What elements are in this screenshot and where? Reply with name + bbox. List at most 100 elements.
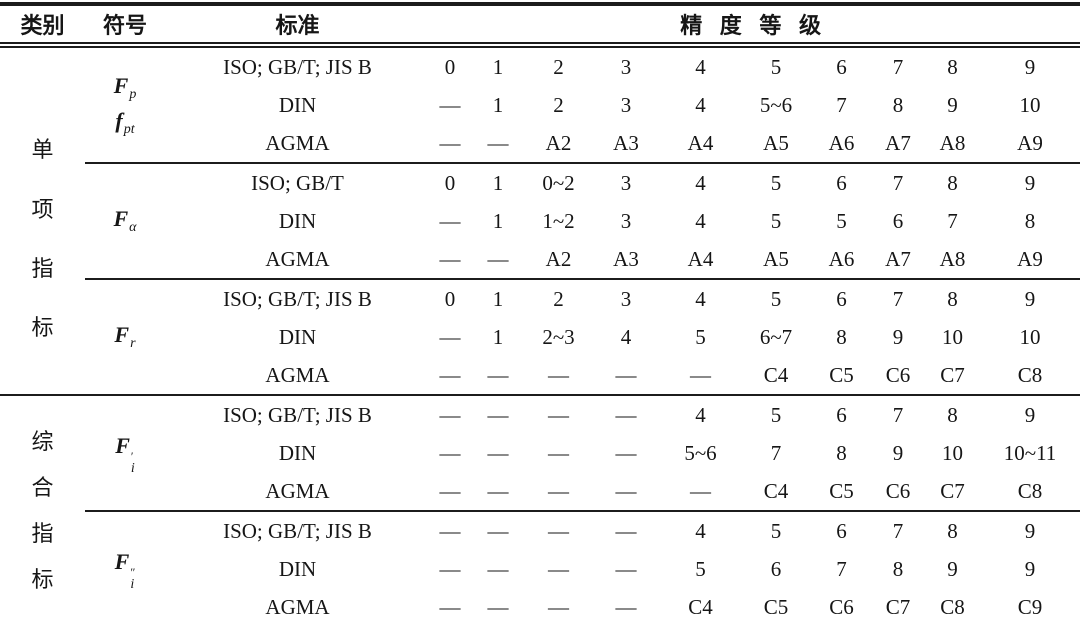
symbol: Fp: [85, 70, 165, 105]
grade-cell: —: [439, 556, 461, 581]
grade-cell: 9: [980, 510, 1080, 550]
symbol-cell: Fp fpt: [85, 45, 165, 163]
header-grade: 精度等级: [430, 4, 1080, 48]
grade-cell: 7: [892, 54, 904, 79]
grade-cell: C5: [829, 362, 854, 387]
grade-cell: —: [439, 478, 461, 503]
grade-cell: C9: [1017, 594, 1043, 619]
grade-cell: —: [430, 394, 470, 434]
standard-cell: AGMA: [265, 594, 330, 619]
grade-cell: 7: [836, 556, 847, 581]
grade-cell: 9: [980, 394, 1080, 434]
header-row: 类别 符号 标准 精度等级: [0, 4, 1080, 48]
symbol-supsub: ′ i: [131, 450, 135, 476]
table-row: DIN — 1 2~3 4 5 6~7 8 9 10 10: [0, 318, 1080, 356]
grade-cell: 5: [695, 556, 706, 581]
grade-cell: 1: [492, 92, 504, 117]
grade-cell: 7: [871, 278, 925, 318]
grade-cell: A4: [687, 246, 714, 271]
symbol-cell: Fr: [85, 278, 165, 395]
standard-cell: AGMA: [265, 362, 330, 387]
category-label: 综 合 指 标: [31, 428, 54, 593]
table-row: DIN — — — — 5 6 7 8 9 9: [0, 550, 1080, 588]
symbol-sub: r: [130, 336, 136, 352]
table-row: DIN — 1 1~2 3 4 5 5 6 7 8: [0, 202, 1080, 240]
grade-cell: 0: [430, 162, 470, 202]
grade-cell: C4: [763, 478, 789, 503]
grade-cell: 5~6: [684, 440, 717, 465]
grade-cell: 7: [871, 162, 925, 202]
grade-cell: —: [470, 510, 526, 550]
grade-cell: 9: [892, 440, 904, 465]
grade-cell: —: [526, 510, 591, 550]
grade-cell: —: [548, 556, 569, 581]
grade-cell: C7: [885, 594, 911, 619]
grade-cell: 9: [980, 278, 1080, 318]
grade-cell: —: [439, 208, 461, 233]
grade-cell: 7: [836, 92, 847, 117]
category-cell: 单 项 指 标: [0, 45, 85, 395]
grade-cell: —: [430, 510, 470, 550]
grade-cell: —: [487, 130, 509, 155]
grade-cell: —: [439, 362, 461, 387]
grade-cell: A6: [828, 130, 855, 155]
grade-cell: 9: [947, 556, 958, 581]
symbol-sub: pt: [123, 122, 135, 137]
grade-cell: —: [615, 362, 637, 387]
grade-cell: 9: [947, 92, 958, 117]
grade-cell: 1~2: [542, 208, 575, 233]
grade-cell: C6: [885, 362, 911, 387]
grade-cell: 5: [770, 208, 782, 233]
grade-cell: 2: [526, 278, 591, 318]
grade-cell: 8: [836, 440, 847, 465]
grade-cell: 10: [1019, 324, 1041, 349]
grade-cell: 1: [492, 324, 504, 349]
standard-cell: ISO; GB/T; JIS B: [223, 54, 372, 79]
table-body: 单 项 指 标 Fp fpt ISO; GB/T; JIS B 0 1 2 3 4 5 6 7 8 9 DI…: [0, 45, 1080, 624]
table-row: F ″ i ISO; GB/T; JIS B — — — —4 5 6 7 8 9: [0, 510, 1080, 624]
grade-cell: 7: [871, 510, 925, 550]
grade-cell: 8: [892, 556, 904, 581]
standard-cell: DIN: [278, 208, 317, 233]
grade-cell: 1: [492, 54, 504, 79]
grade-cell: —: [615, 440, 637, 465]
grade-cell: 4: [661, 510, 740, 550]
grade-cell: 5: [770, 54, 782, 79]
grade-cell: 2~3: [542, 324, 575, 349]
grade-cell: 4: [695, 92, 706, 117]
grade-cell: 2: [553, 92, 564, 117]
symbol-base: F: [113, 72, 129, 98]
grade-cell: 3: [620, 92, 632, 117]
grade-cell: A3: [613, 246, 639, 271]
standard-cell: DIN: [278, 440, 317, 465]
standard-cell: DIN: [278, 92, 317, 117]
grade-cell: —: [470, 394, 526, 434]
grade-cell: A8: [939, 246, 966, 271]
standard-cell: DIN: [278, 324, 317, 349]
grade-cell: 6: [812, 278, 871, 318]
grade-cell: A5: [763, 246, 789, 271]
standard-cell: ISO; GB/T; JIS B: [165, 278, 430, 318]
symbol: fpt: [85, 105, 165, 140]
grade-cell: 5: [836, 208, 847, 233]
grade-cell: 8: [925, 510, 980, 550]
grade-cell: 6: [892, 208, 904, 233]
symbol-supsub: ″ i: [130, 566, 135, 592]
grade-cell: 8: [925, 394, 980, 434]
grade-cell: 10: [1019, 92, 1041, 117]
grade-cell: —: [615, 556, 637, 581]
grade-cell: 8: [836, 324, 847, 349]
grade-cell: 7: [871, 394, 925, 434]
grade-cell: C8: [1017, 478, 1043, 503]
grade-cell: 9: [980, 162, 1080, 202]
grade-cell: 0: [430, 278, 470, 318]
standard-cell: ISO; GB/T; JIS B: [165, 510, 430, 550]
grade-cell: —: [615, 594, 637, 619]
symbol: Fα: [85, 203, 165, 238]
grade-cell: —: [690, 362, 711, 387]
grade-cell: A7: [885, 130, 911, 155]
grade-cell: 10: [942, 324, 963, 349]
grade-cell: 4: [620, 324, 632, 349]
header-symbol: 符号: [85, 4, 165, 48]
